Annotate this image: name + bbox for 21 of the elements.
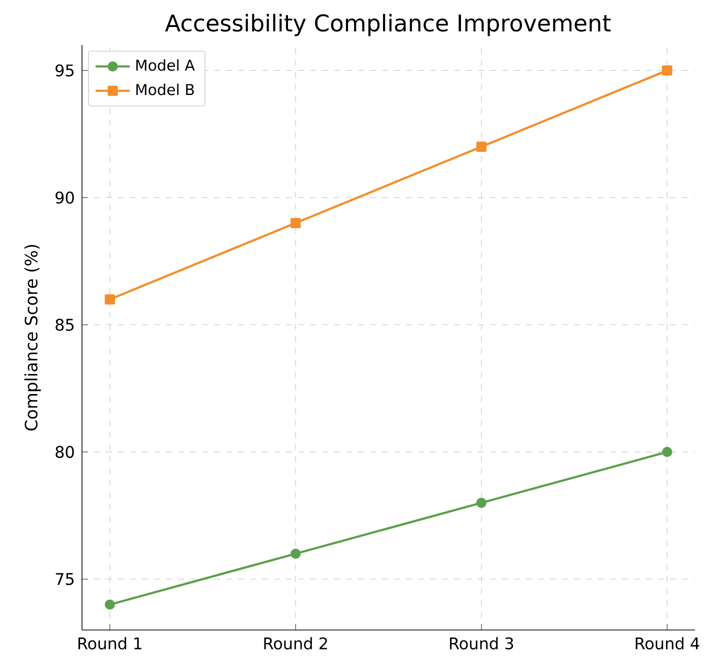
chart-title: Accessibility Compliance Improvement [165, 14, 611, 36]
y-tick-label: 95 [56, 64, 74, 76]
point [662, 65, 672, 76]
x-tick-label: Round 1 [78, 637, 142, 650]
point [104, 599, 115, 610]
point [290, 548, 301, 559]
x-tick-label: Round 4 [636, 637, 700, 650]
x-tick-label: Round 2 [264, 637, 327, 650]
point [476, 142, 486, 152]
y-axis-title: Compliance Score (%) [24, 245, 41, 431]
point [662, 446, 672, 458]
point [104, 294, 115, 304]
y-tick-label: 85 [56, 318, 74, 331]
point [290, 218, 301, 228]
legend-label: Model A [136, 59, 195, 71]
y-tick-label: 90 [56, 192, 74, 204]
y-tick-label: 80 [56, 446, 74, 458]
point [476, 498, 486, 508]
y-tick-label: 75 [56, 573, 74, 586]
x-tick-label: Round 3 [450, 637, 514, 650]
legend-label: Model B [136, 84, 194, 96]
